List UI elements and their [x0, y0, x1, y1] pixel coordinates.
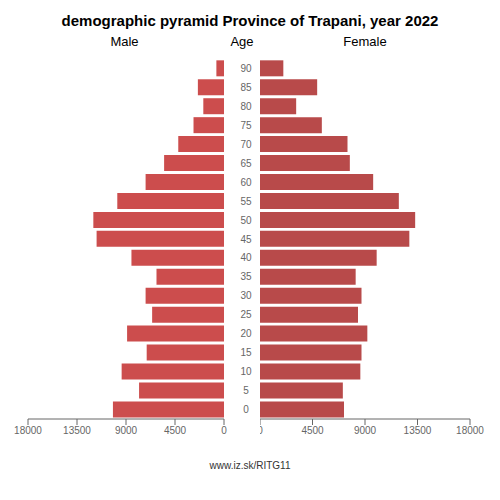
- html-text:Age: Age: [230, 34, 254, 49]
- svg-text:35: 35: [240, 271, 252, 282]
- svg-text:20: 20: [240, 328, 252, 339]
- svg-text:60: 60: [240, 177, 252, 188]
- svg-text:85: 85: [240, 82, 252, 93]
- svg-text:10: 10: [240, 366, 252, 377]
- html-text:Male: Male: [110, 34, 139, 49]
- svg-text:0: 0: [221, 425, 227, 436]
- svg-text:30: 30: [240, 290, 252, 301]
- svg-text:18000: 18000: [14, 425, 42, 436]
- html-text:www.iz.sk/RITG11: www.iz.sk/RITG11: [209, 460, 291, 471]
- svg-text:5: 5: [243, 385, 249, 396]
- html-text:demographic pyramid Province o: demographic pyramid Province of Trapani,…: [61, 12, 439, 29]
- html-text:Female: Female: [343, 34, 387, 49]
- svg-text:4500: 4500: [301, 425, 324, 436]
- svg-text:0: 0: [260, 425, 263, 436]
- svg-text:9000: 9000: [115, 425, 138, 436]
- svg-text:13500: 13500: [63, 425, 91, 436]
- svg-text:15: 15: [240, 347, 252, 358]
- svg-text:18000: 18000: [456, 425, 484, 436]
- svg-text:80: 80: [240, 101, 252, 112]
- svg-text:9000: 9000: [354, 425, 377, 436]
- svg-text:75: 75: [240, 120, 252, 131]
- svg-text:50: 50: [240, 215, 252, 226]
- svg-text:0: 0: [243, 404, 249, 415]
- svg-text:90: 90: [240, 63, 252, 74]
- svg-text:4500: 4500: [164, 425, 187, 436]
- svg-text:55: 55: [240, 196, 252, 207]
- svg-text:45: 45: [240, 234, 252, 245]
- svg-text:40: 40: [240, 252, 252, 263]
- svg-text:65: 65: [240, 158, 252, 169]
- svg-text:13500: 13500: [404, 425, 432, 436]
- svg-text:70: 70: [240, 139, 252, 150]
- svg-text:25: 25: [240, 309, 252, 320]
